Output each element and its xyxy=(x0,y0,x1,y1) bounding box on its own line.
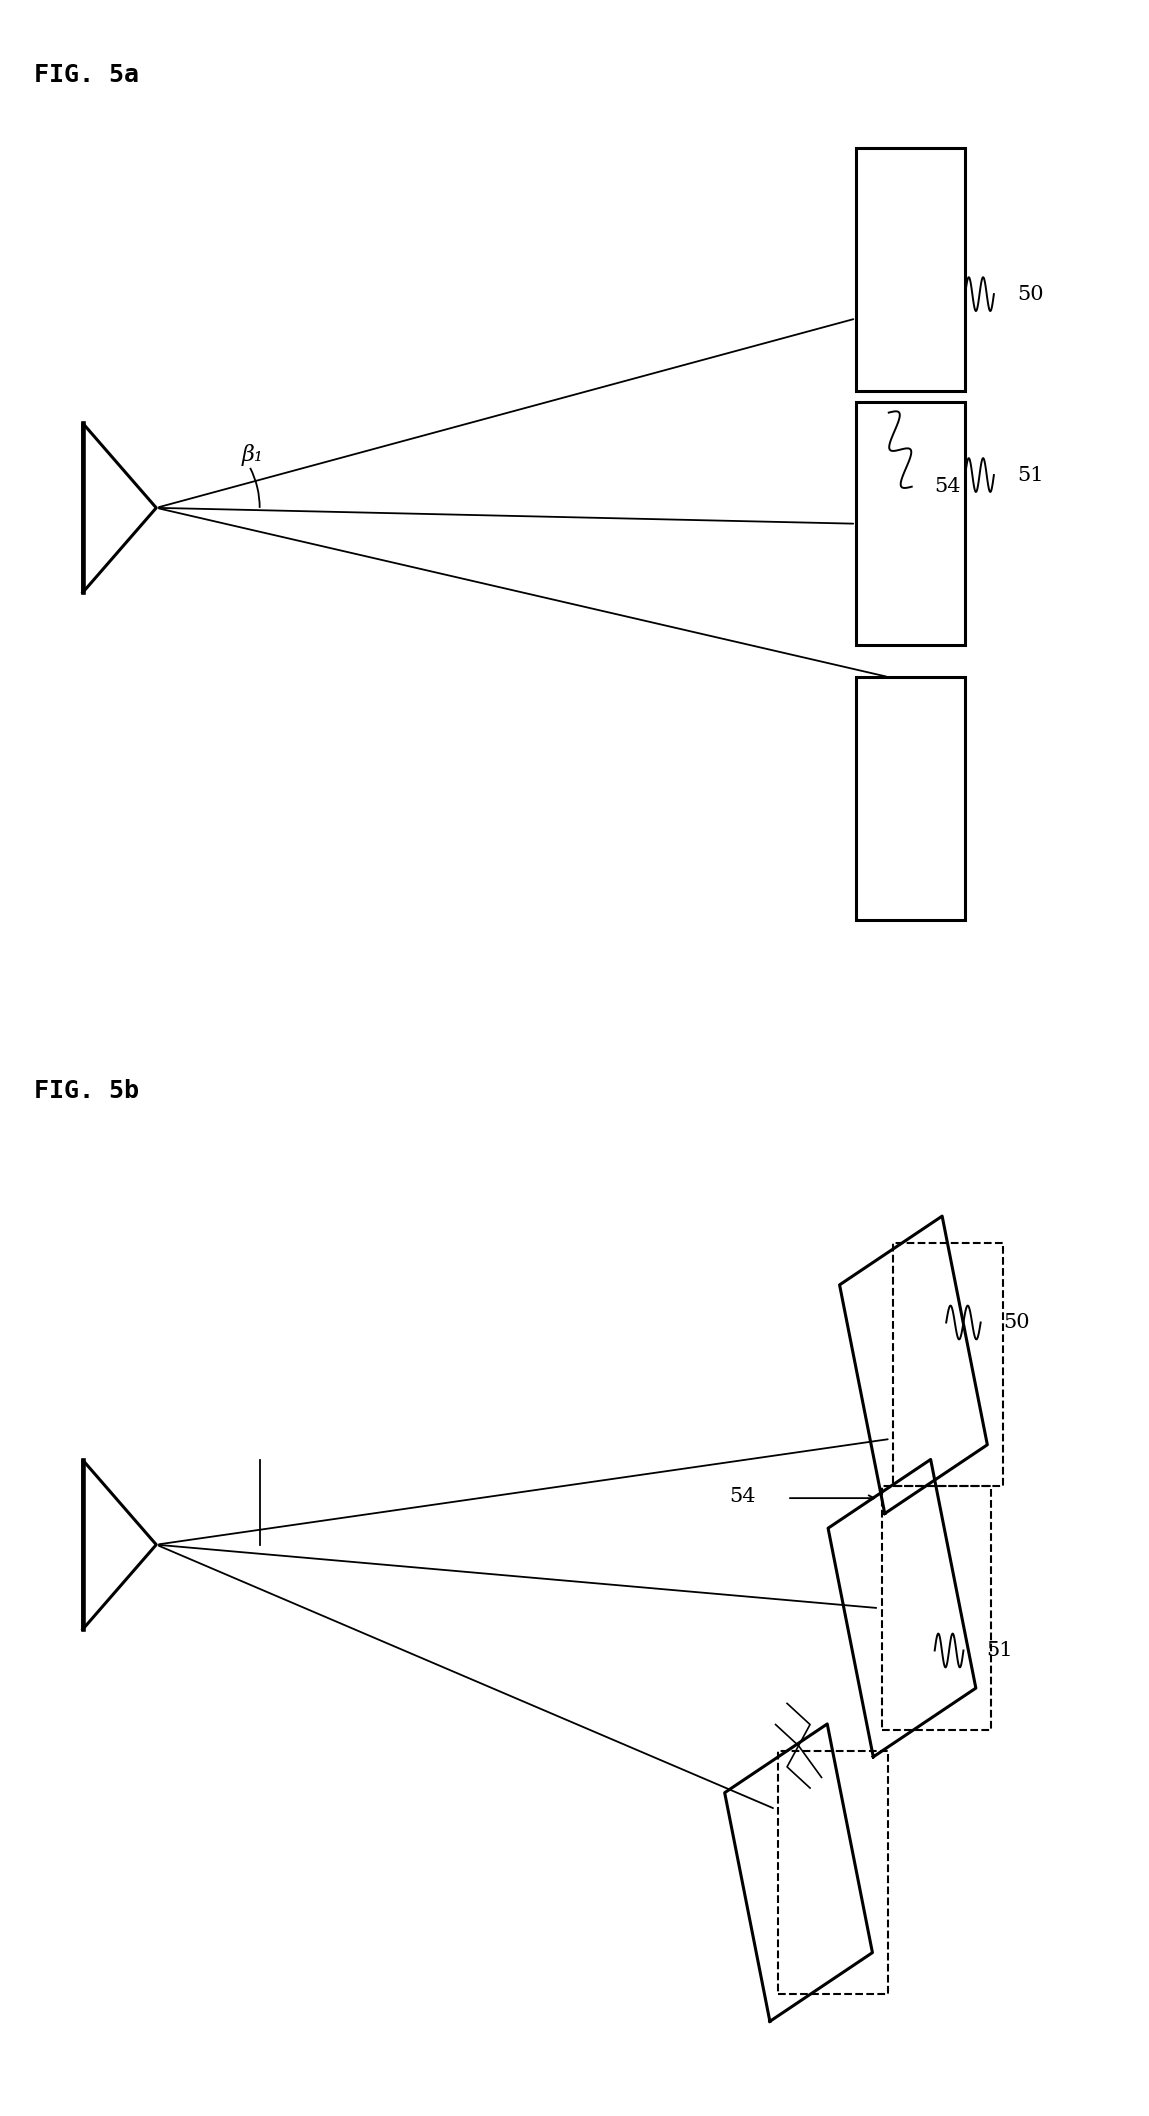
Text: FIG. 5b: FIG. 5b xyxy=(34,1079,139,1102)
Text: FIG. 5a: FIG. 5a xyxy=(34,63,139,87)
Text: 51: 51 xyxy=(986,1642,1013,1659)
Text: 50: 50 xyxy=(1003,1314,1031,1331)
Text: 51: 51 xyxy=(1017,466,1043,485)
Text: β₁: β₁ xyxy=(241,444,263,466)
Text: 54: 54 xyxy=(934,478,962,495)
Text: 50: 50 xyxy=(1017,286,1043,303)
Text: 54: 54 xyxy=(730,1488,756,1507)
